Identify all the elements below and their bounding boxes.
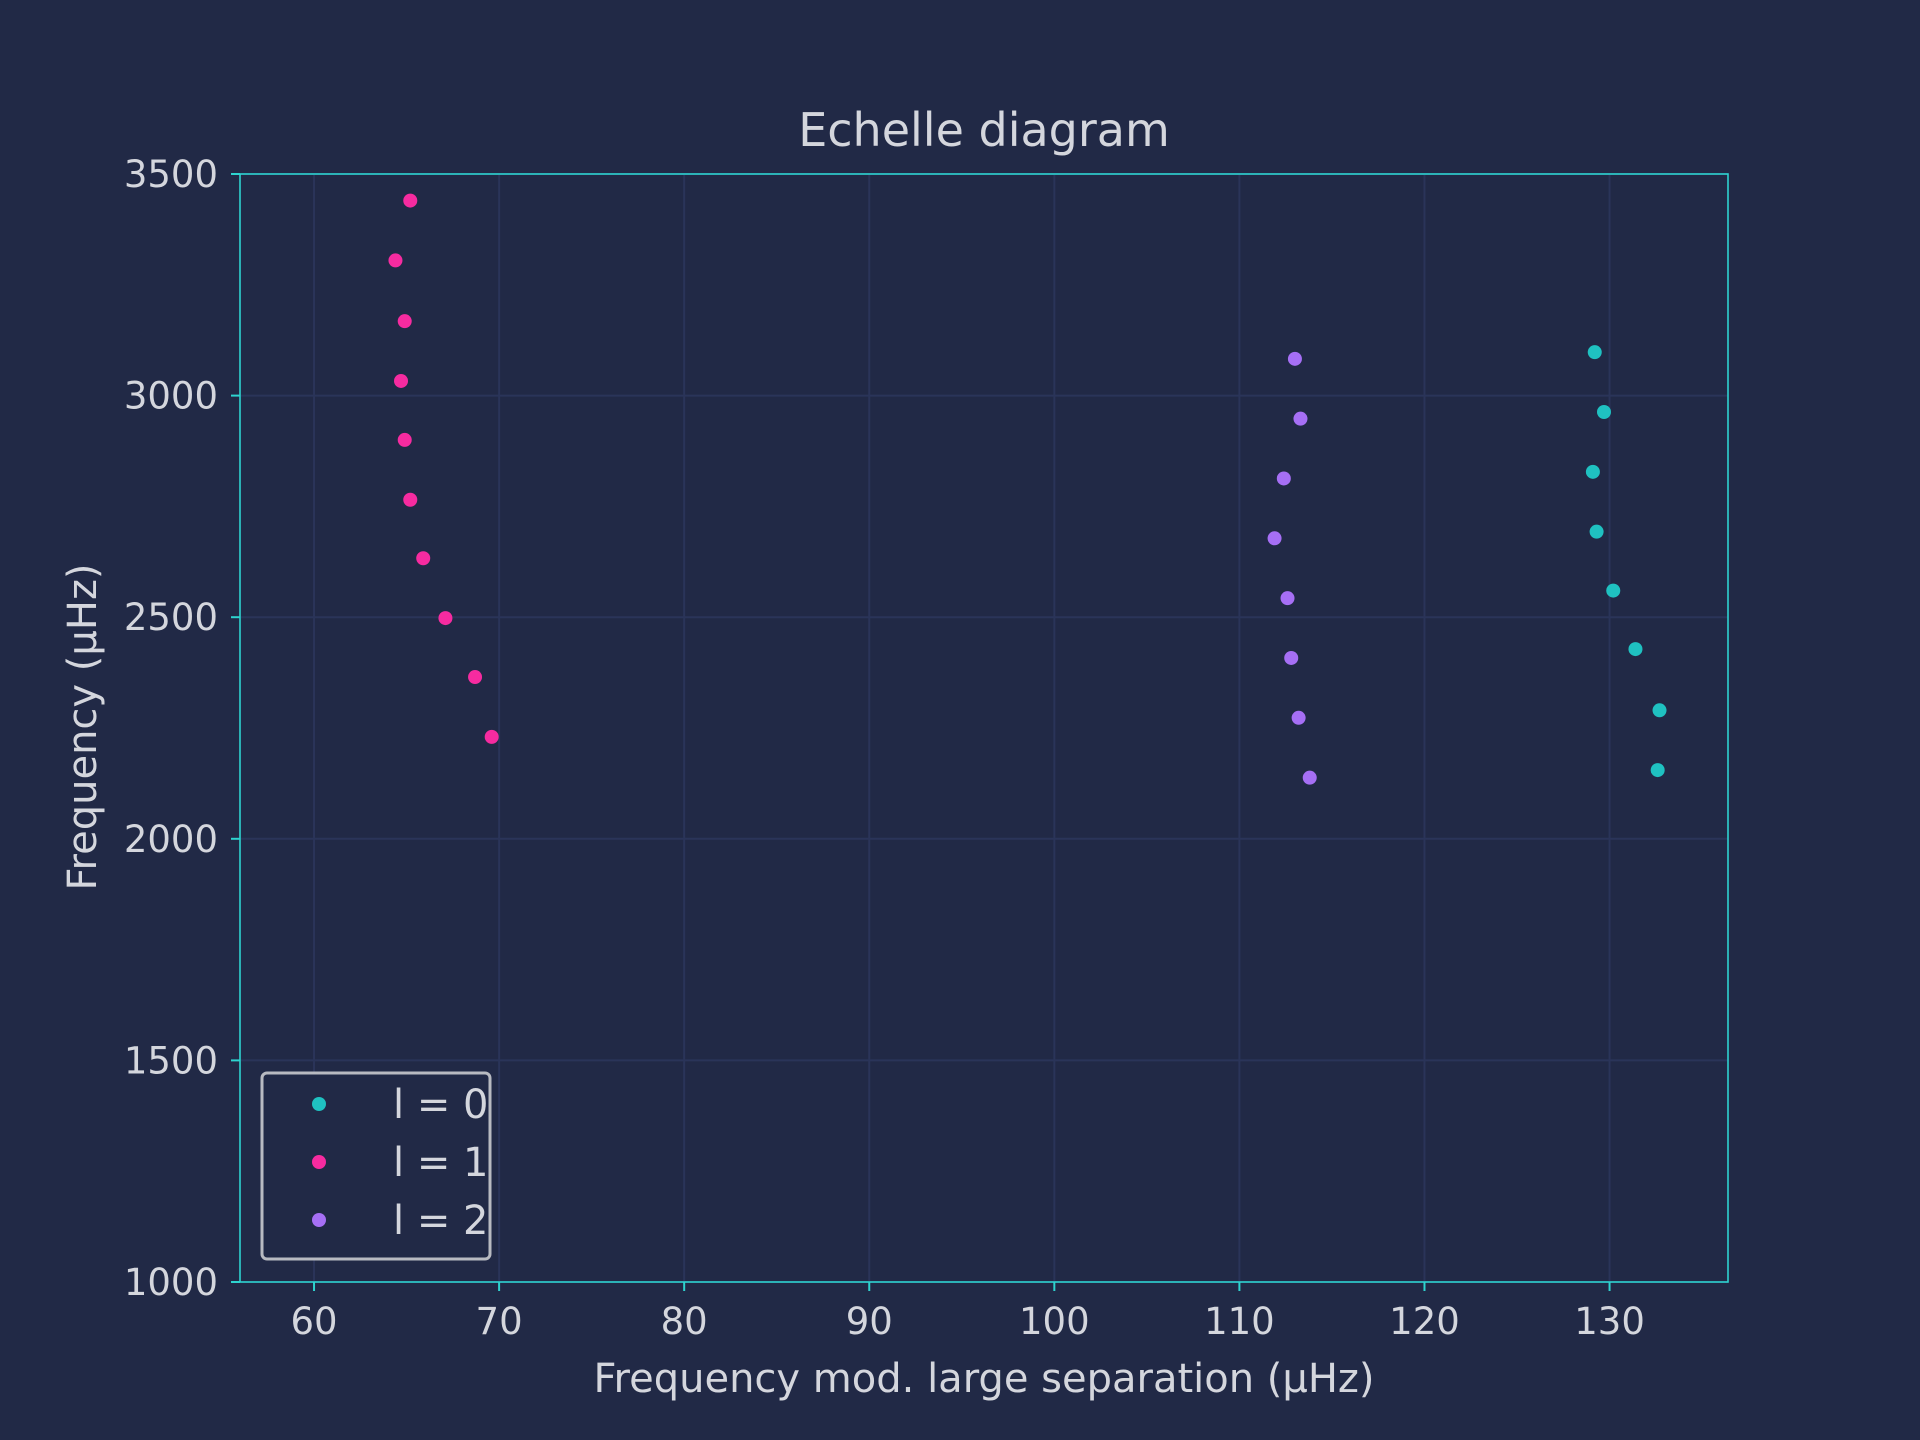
scatter-point [1293, 411, 1308, 426]
scatter-point [1280, 591, 1295, 606]
scatter-point [468, 670, 483, 685]
data-points [388, 193, 1667, 785]
x-tick-label: 60 [290, 1300, 337, 1343]
legend-marker [312, 1097, 326, 1111]
scatter-point [397, 432, 412, 447]
plot-frame [239, 173, 1729, 1283]
scatter-point [1287, 351, 1302, 366]
x-tick-label: 70 [476, 1300, 523, 1343]
x-axis-label: Frequency mod. large separation (μHz) [593, 1356, 1374, 1402]
legend-label: l = 2 [393, 1198, 489, 1244]
scatter-point [438, 611, 453, 626]
axis-ticks: 60 70 80 90 100 110 120 130 1000 1500 2000 2500 3000… [124, 153, 1645, 1343]
scatter-point [403, 193, 418, 208]
x-tick-label: 100 [1019, 1300, 1090, 1343]
y-tick-label: 1000 [124, 1261, 218, 1304]
scatter-point [1628, 642, 1643, 657]
scatter-point [1585, 464, 1600, 479]
y-tick-label: 3500 [124, 153, 218, 196]
scatter-point [1587, 345, 1602, 360]
legend-box [260, 1071, 492, 1261]
series-1 [388, 193, 499, 744]
scatter-point [394, 373, 409, 388]
y-tick-label: 2000 [124, 818, 218, 861]
legend: l = 0 l = 1 l = 2 [260, 1071, 492, 1261]
scatter-point [1652, 703, 1667, 718]
scatter-point [1284, 650, 1299, 665]
chart-title: Echelle diagram [798, 103, 1170, 157]
scatter-point [403, 492, 418, 507]
scatter-point [1606, 583, 1621, 598]
scatter-point [484, 729, 499, 744]
legend-label: l = 0 [393, 1082, 489, 1128]
x-tick-label: 90 [846, 1300, 893, 1343]
y-axis-label: Frequency (μHz) [60, 563, 106, 890]
series-2 [1267, 351, 1317, 785]
scatter-point [1267, 531, 1282, 546]
scatter-point [1276, 471, 1291, 486]
legend-marker [312, 1213, 326, 1227]
legend-marker [312, 1155, 326, 1169]
x-tick-label: 80 [661, 1300, 708, 1343]
y-tick-label: 2500 [124, 596, 218, 639]
scatter-point [1291, 710, 1306, 725]
x-tick-label: 130 [1574, 1300, 1645, 1343]
y-tick-label: 3000 [124, 375, 218, 418]
scatter-point [1302, 770, 1317, 785]
scatter-point [388, 253, 403, 268]
scatter-point [416, 551, 431, 566]
x-tick-label: 110 [1204, 1300, 1275, 1343]
scatter-point [397, 314, 412, 329]
x-tick-label: 120 [1389, 1300, 1460, 1343]
series-0 [1585, 345, 1667, 778]
scatter-point [1597, 404, 1611, 419]
scatter-point [1650, 763, 1665, 778]
scatter-point [1589, 524, 1604, 539]
legend-label: l = 1 [393, 1140, 489, 1186]
y-tick-label: 1500 [124, 1039, 218, 1082]
